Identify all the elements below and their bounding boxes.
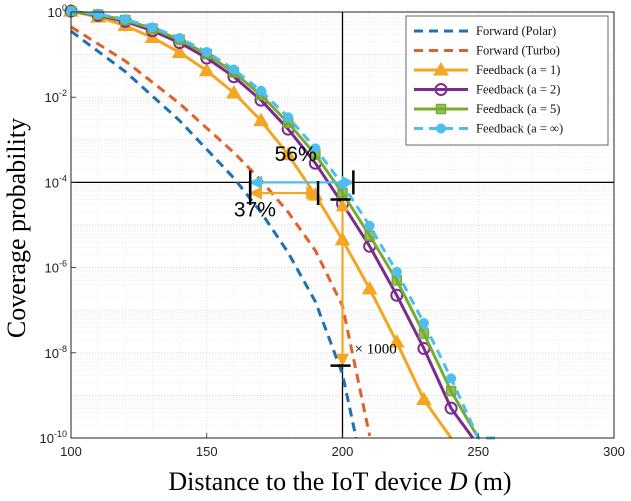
x-axis-unit: (m) — [474, 467, 512, 496]
x-tick-label: 100 — [60, 444, 82, 459]
series-marker — [280, 146, 297, 161]
series-marker — [416, 391, 432, 406]
series-marker — [198, 62, 215, 77]
series-marker — [418, 328, 430, 339]
series-marker — [201, 47, 212, 58]
series-line-4 — [70, 9, 480, 439]
series-marker — [171, 44, 188, 58]
series-marker — [434, 83, 448, 96]
series-marker — [445, 385, 457, 397]
series-marker — [435, 103, 447, 115]
legend-entry: Forward (Turbo) — [476, 44, 560, 58]
series-marker — [256, 85, 267, 96]
series-marker — [147, 22, 158, 33]
series-marker — [418, 317, 429, 328]
legend-entry: Feedback (a = 2) — [476, 83, 560, 97]
series-marker — [446, 373, 457, 384]
y-tick-label: 100 — [48, 3, 67, 20]
series-marker — [391, 266, 402, 277]
x-axis-label: Distance to the IoT device D (m) — [168, 467, 511, 496]
legend: Forward (Polar) Forward (Turbo) Feedback (… — [405, 15, 609, 146]
series-marker — [174, 32, 185, 43]
series-marker — [433, 62, 449, 76]
y-tick-label: 10-10 — [40, 429, 67, 446]
x-tick-label: 300 — [603, 444, 625, 459]
series-marker — [388, 334, 405, 348]
series-marker — [444, 401, 458, 415]
series-marker — [361, 280, 378, 295]
annotation-label: 56% — [275, 143, 317, 166]
series-marker — [253, 112, 269, 127]
series-group — [63, 3, 500, 440]
series-marker — [364, 220, 375, 231]
series-marker — [436, 123, 446, 134]
series-line-0 — [70, 29, 358, 439]
annotation-group: 56% 37% × 1000 — [234, 143, 397, 367]
x-tick-label: 150 — [196, 444, 218, 459]
legend-entry: Feedback (a = ∞) — [476, 122, 563, 136]
series-line-3 — [70, 9, 475, 439]
x-tick-label: 250 — [467, 444, 489, 459]
series-marker — [390, 288, 404, 302]
legend-entry: Forward (Polar) — [476, 24, 556, 38]
legend-box — [405, 15, 609, 146]
series-marker — [310, 143, 321, 154]
y-tick-label: 10-2 — [45, 88, 67, 105]
y-tick-label: 10-4 — [45, 173, 67, 190]
series-marker — [337, 187, 348, 199]
y-tick-label: 10-8 — [45, 344, 67, 361]
y-axis-label: Coverage probability — [2, 118, 31, 338]
annotation-label: 37% — [234, 198, 276, 221]
x-axis-symbol: D — [448, 467, 468, 496]
x-tick-labels: 100 150 200 250 300 — [60, 433, 625, 459]
annotation-label: × 1000 — [355, 342, 397, 358]
series-marker — [228, 64, 239, 75]
series-line-1 — [70, 25, 372, 437]
x-tick-label: 200 — [332, 444, 354, 459]
y-tick-labels: 100 10-2 10-4 10-6 10-8 10-10 — [40, 3, 76, 446]
series-marker — [226, 84, 242, 99]
legend-entry: Feedback (a = 5) — [476, 102, 560, 116]
series-marker — [283, 112, 294, 123]
y-tick-label: 10-6 — [45, 259, 67, 276]
series-marker — [93, 9, 104, 20]
legend-entry: Feedback (a = 1) — [476, 63, 560, 77]
series-marker — [120, 14, 131, 25]
